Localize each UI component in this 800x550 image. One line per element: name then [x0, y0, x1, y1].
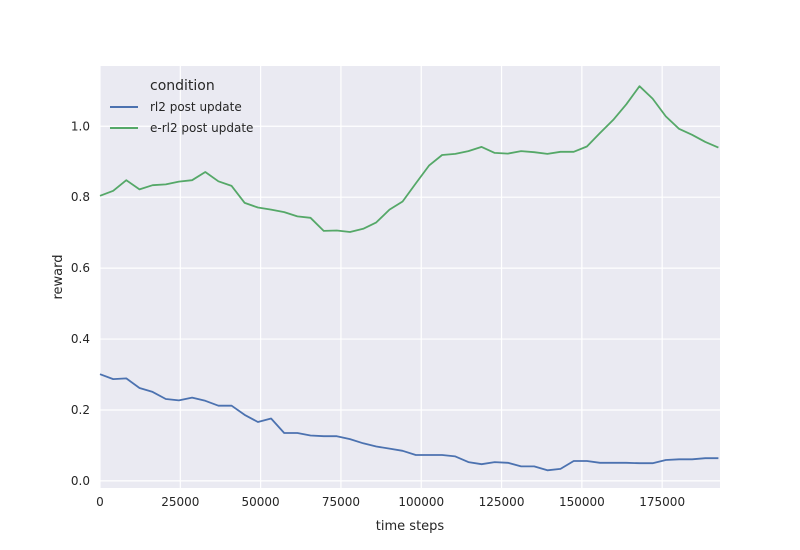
series-line-e-rl2-post-update: [99, 85, 719, 233]
x-axis-label: time steps: [376, 519, 445, 534]
x-tick-label: 75000: [322, 495, 360, 509]
x-tick-label: 50000: [242, 495, 280, 509]
legend-label-rl2: rl2 post update: [150, 100, 242, 114]
y-tick-label: 1.0: [71, 119, 90, 133]
x-tick-label: 175000: [639, 495, 685, 509]
y-tick-label: 0.6: [71, 261, 90, 275]
y-tick-label: 0.8: [71, 190, 90, 204]
x-tick-label: 0: [96, 495, 104, 509]
y-tick-label: 0.4: [71, 332, 90, 346]
x-tick-label: 25000: [161, 495, 199, 509]
series-line-rl2-post-update: [99, 373, 719, 472]
series-lines: [99, 85, 719, 472]
legend-title: condition: [150, 78, 215, 94]
gridlines: [99, 66, 720, 488]
y-tick-label: 0.2: [71, 403, 90, 417]
y-tick-label: 0.0: [71, 474, 90, 488]
y-tick-labels: 0.0 0.2 0.4 0.6 0.8 1.0: [71, 119, 90, 488]
y-axis-label: reward: [51, 254, 66, 299]
x-tick-label: 150000: [559, 495, 605, 509]
plot-background: [100, 66, 720, 488]
legend-label-erl2: e-rl2 post update: [150, 121, 253, 135]
x-tick-labels: 0 25000 50000 75000 100000 125000 150000 175000: [96, 495, 685, 509]
x-tick-label: 100000: [398, 495, 444, 509]
x-tick-label: 125000: [479, 495, 525, 509]
legend: condition rl2 post update e-rl2 post upd…: [110, 78, 253, 135]
